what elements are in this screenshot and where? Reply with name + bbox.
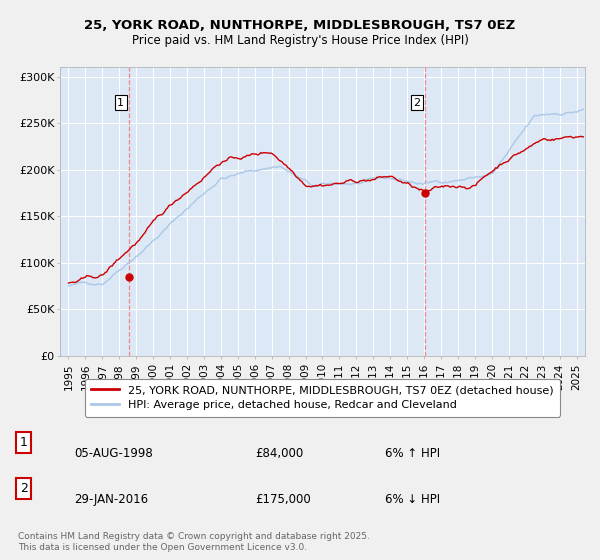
Text: 25, YORK ROAD, NUNTHORPE, MIDDLESBROUGH, TS7 0EZ: 25, YORK ROAD, NUNTHORPE, MIDDLESBROUGH,… [85,18,515,32]
Text: 6% ↓ HPI: 6% ↓ HPI [385,493,440,506]
Text: 2: 2 [413,97,421,108]
Text: 1: 1 [117,97,124,108]
Legend: 25, YORK ROAD, NUNTHORPE, MIDDLESBROUGH, TS7 0EZ (detached house), HPI: Average : 25, YORK ROAD, NUNTHORPE, MIDDLESBROUGH,… [85,379,560,417]
Text: £84,000: £84,000 [255,447,303,460]
Text: 2: 2 [20,482,28,495]
Text: 05-AUG-1998: 05-AUG-1998 [74,447,153,460]
Text: Contains HM Land Registry data © Crown copyright and database right 2025.
This d: Contains HM Land Registry data © Crown c… [18,532,370,552]
Text: Price paid vs. HM Land Registry's House Price Index (HPI): Price paid vs. HM Land Registry's House … [131,34,469,47]
Text: 6% ↑ HPI: 6% ↑ HPI [385,447,440,460]
Text: 1: 1 [20,436,28,449]
Text: £175,000: £175,000 [255,493,311,506]
Text: 29-JAN-2016: 29-JAN-2016 [74,493,149,506]
